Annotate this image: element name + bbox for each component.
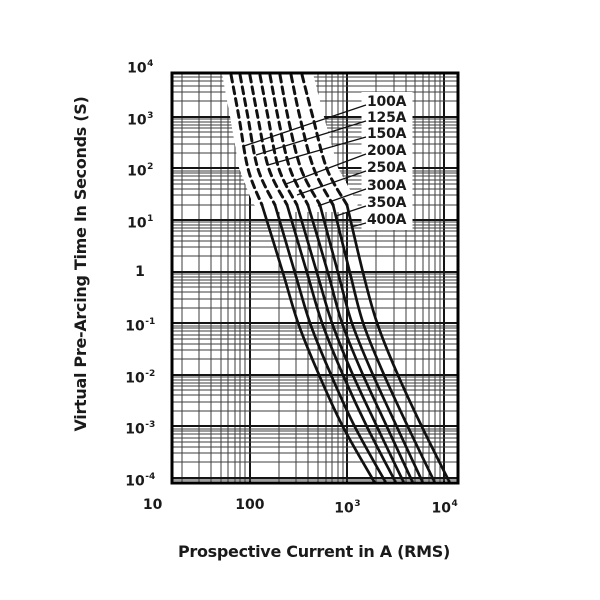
curve-dashed-400A: [300, 73, 349, 207]
plot-border: [170, 71, 460, 485]
leader-line-100A: [243, 104, 367, 147]
curve-dashed-100A: [229, 73, 264, 207]
x-axis-title: Prospective Current in A (RMS): [177, 542, 451, 561]
y-tick-10^-4: 10-4: [125, 472, 156, 490]
curve-solid-125A: [273, 203, 388, 483]
leader-line-250A: [296, 170, 367, 196]
dashed-region-mask: [222, 74, 359, 212]
curve-dashed-200A: [258, 73, 299, 207]
leader-line-200A: [285, 153, 367, 185]
curve-dashed-250A: [268, 73, 310, 207]
curve-dashed-125A: [238, 73, 277, 207]
leader-line-350A: [335, 205, 367, 217]
curve-label-100A: 100A: [367, 94, 407, 110]
x-tick-10^3: 103: [334, 499, 361, 517]
y-tick-10^1: 101: [127, 214, 154, 232]
curve-solid-250A: [306, 203, 415, 483]
y-tick-10^2: 102: [127, 162, 154, 181]
curve-solid-200A: [295, 203, 406, 483]
curve-label-300A: 300A: [367, 178, 407, 194]
curve-label-150A: 150A: [367, 126, 407, 142]
leader-line-150A: [267, 136, 367, 166]
x-tick-10^4: 104: [431, 499, 458, 517]
leader-line-400A: [350, 222, 367, 228]
leader-line-300A: [317, 188, 367, 207]
y-tick-10^3: 103: [127, 110, 154, 129]
y-tick-10^-3: 10-3: [125, 420, 156, 439]
curve-solid-150A: [285, 203, 398, 483]
curve-label-125A: 125A: [367, 110, 407, 126]
curve-label-350A: 350A: [367, 195, 407, 211]
curve-solid-400A: [345, 203, 452, 483]
y-tick-10^-1: 10-1: [125, 317, 156, 335]
curve-dashed-350A: [289, 73, 335, 207]
leader-line-125A: [255, 120, 367, 156]
y-tick-10^4: 104: [127, 59, 154, 77]
curve-solid-350A: [331, 203, 437, 483]
label-leader-lines: [243, 104, 367, 228]
y-tick-1: 1: [135, 263, 145, 280]
x-tick-10: 10: [142, 497, 163, 513]
curve-label-250A: 250A: [367, 160, 407, 176]
curve-label-box: [361, 92, 413, 230]
curve-dashed-150A: [248, 73, 289, 207]
curve-label-400A: 400A: [367, 212, 407, 228]
x-tick-100: 100: [235, 497, 265, 513]
y-tick-10^-2: 10-2: [125, 368, 156, 387]
curve-label-200A: 200A: [367, 143, 407, 159]
curve-solid-300A: [318, 203, 425, 483]
curve-solid-100A: [260, 203, 377, 483]
y-axis-title: Virtual Pre-Arcing Time In Seconds (S): [71, 96, 90, 432]
